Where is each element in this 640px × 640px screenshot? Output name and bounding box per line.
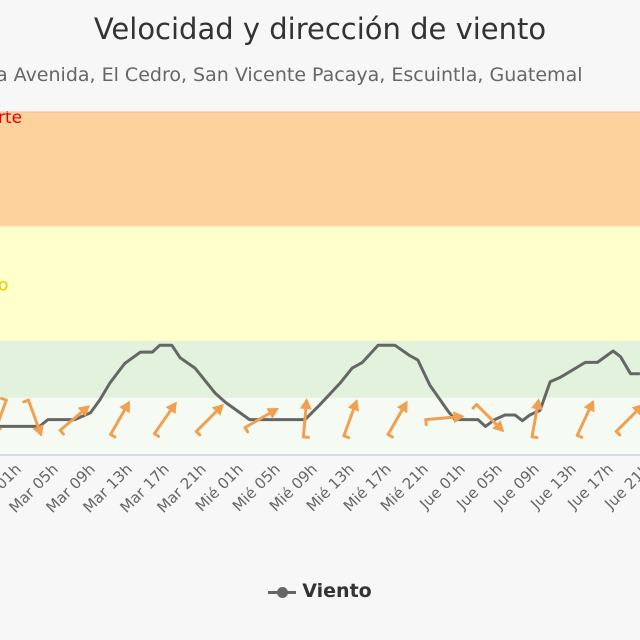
wind-direction-arrow [22,398,44,437]
chart-subtitle: a Avenida, El Cedro, San Vicente Pacaya,… [0,64,583,86]
wind-direction-arrow [58,405,91,436]
legend-line-marker-icon [268,586,297,598]
chart-title: Velocidad y dirección de viento [93,12,547,46]
wind-direction-arrow [424,411,465,427]
wind-direction-arrow [109,400,131,439]
band-label: rte [0,108,22,128]
wind-direction-arrow [575,399,595,439]
wind-direction-arrow [386,400,408,439]
band-label: o [0,276,8,296]
wind-direction-arrow [471,403,505,433]
wind-direction-arrow [342,399,360,440]
wind-direction-arrow [0,396,8,437]
wind-direction-arrow [152,401,177,438]
wind-band-3 [0,112,640,227]
wind-direction-arrow [614,403,640,437]
wind-direction-arrow [299,398,312,439]
legend-item-viento[interactable]: Viento [0,580,640,602]
wind-direction-arrow [530,398,543,440]
wind-direction-arrow [194,403,224,437]
wind-direction-arrow [243,408,279,434]
legend-label: Viento [302,580,372,602]
wind-band-1 [0,340,640,398]
wind-band-2 [0,226,640,341]
wind-speed-line [0,343,640,428]
